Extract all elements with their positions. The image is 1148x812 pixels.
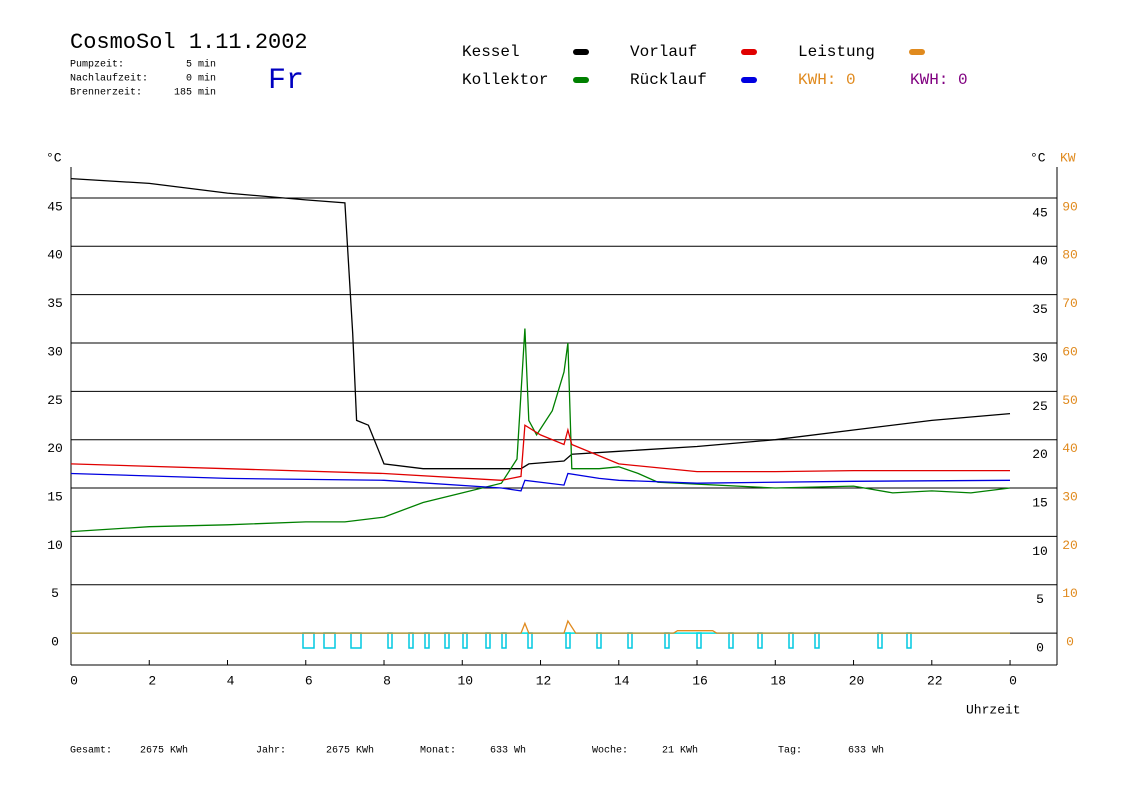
legend-label: Rücklauf xyxy=(630,71,707,89)
y-tick-label: 0 xyxy=(1036,641,1044,656)
footer-value: 2675 KWh xyxy=(326,745,374,757)
y2-tick-label: 60 xyxy=(1062,344,1078,359)
y-tick-label: 25 xyxy=(1032,399,1048,414)
y-tick-label: 25 xyxy=(47,393,63,408)
y-tick-label: 5 xyxy=(1036,592,1044,607)
y2-tick-label: 30 xyxy=(1062,489,1078,504)
y-tick-label: 0 xyxy=(51,635,59,650)
x-tick-label: 2 xyxy=(148,673,156,688)
info-label: Brennerzeit: xyxy=(70,87,142,99)
footer-label: Jahr: xyxy=(256,745,286,757)
x-tick-label: 0 xyxy=(70,673,78,688)
info-label: Pumpzeit: xyxy=(70,59,124,71)
y-tick-label: 15 xyxy=(1032,495,1048,510)
footer-value: 21 KWh xyxy=(662,745,698,757)
footer-label: Monat: xyxy=(420,746,456,757)
footer-value: 2675 KWh xyxy=(140,745,188,757)
y-tick-label: 5 xyxy=(51,586,59,601)
x-tick-label: 4 xyxy=(227,673,235,688)
info-value: 185 min xyxy=(174,87,216,99)
y2-tick-label: 80 xyxy=(1062,248,1078,263)
footer-label: Gesamt: xyxy=(70,746,112,757)
x-tick-label: 12 xyxy=(536,673,552,688)
y2-tick-label: 90 xyxy=(1062,199,1078,214)
series-line xyxy=(70,472,1011,492)
y-tick-label: 20 xyxy=(47,441,63,456)
legend-label: Vorlauf xyxy=(630,43,697,61)
y-tick-label: 40 xyxy=(1032,254,1048,269)
info-label: Nachlaufzeit: xyxy=(70,73,148,85)
legend-label: Leistung xyxy=(798,43,875,61)
y-tick-label: 45 xyxy=(47,199,63,214)
y2-axis-label: KW xyxy=(1060,150,1076,165)
series-line xyxy=(70,328,1011,533)
y2-tick-label: 70 xyxy=(1062,296,1078,311)
x-tick-label: 16 xyxy=(692,673,708,688)
y-tick-label: 35 xyxy=(1032,302,1048,317)
y-tick-label: 20 xyxy=(1032,447,1048,462)
x-tick-label: 18 xyxy=(770,673,786,688)
y-tick-label: 45 xyxy=(1032,205,1048,220)
legend-label: Kessel xyxy=(462,43,520,61)
y-tick-label: 40 xyxy=(47,248,63,263)
y-tick-label: 35 xyxy=(47,296,63,311)
y-tick-label: 10 xyxy=(47,538,63,553)
x-tick-label: 0 xyxy=(1009,673,1017,688)
series-line xyxy=(71,619,1010,634)
pump-markers xyxy=(302,632,912,649)
y2-tick-label: 0 xyxy=(1066,635,1074,650)
info-value: 5 min xyxy=(186,59,216,71)
y-tick-label: 30 xyxy=(47,344,63,359)
legend-extra: KWH: 0 xyxy=(798,71,856,89)
y-axis-label: °C xyxy=(46,150,62,165)
day: Fr xyxy=(268,64,304,98)
y-tick-label: 30 xyxy=(1032,350,1048,365)
x-tick-label: 20 xyxy=(849,673,865,688)
series-line xyxy=(70,177,1011,470)
x-tick-label: 14 xyxy=(614,673,630,688)
x-tick-label: 8 xyxy=(383,673,391,688)
y-tick-label: 15 xyxy=(47,489,63,504)
footer-label: Woche: xyxy=(592,745,628,757)
chart-title: CosmoSol 1.11.2002 xyxy=(70,30,308,55)
footer-value: 633 Wh xyxy=(848,745,884,757)
footer-label: Tag: xyxy=(778,746,802,757)
legend-label: Kollektor xyxy=(462,71,548,89)
x-tick-label: 6 xyxy=(305,673,313,688)
y2-tick-label: 50 xyxy=(1062,393,1078,408)
x-tick-label: 22 xyxy=(927,673,943,688)
y2-tick-label: 40 xyxy=(1062,441,1078,456)
footer-value: 633 Wh xyxy=(490,745,526,757)
info-value: 0 min xyxy=(186,73,216,85)
y-tick-label: 10 xyxy=(1032,544,1048,559)
y2-tick-label: 20 xyxy=(1062,538,1078,553)
y2-tick-label: 10 xyxy=(1062,586,1078,601)
series-line xyxy=(70,424,1010,481)
x-axis-label: Uhrzeit xyxy=(966,702,1021,717)
y2-axis-label: °C xyxy=(1030,150,1046,165)
x-tick-label: 10 xyxy=(457,673,473,688)
legend-extra: KWH: 0 xyxy=(910,71,968,89)
